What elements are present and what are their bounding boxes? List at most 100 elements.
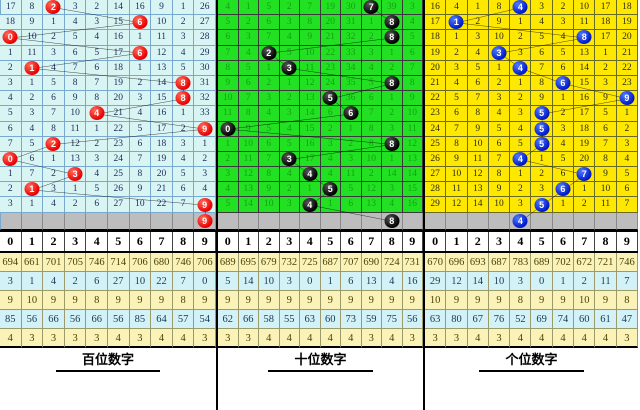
number-cell[interactable]: 11	[467, 151, 489, 168]
number-cell[interactable]: 6	[616, 182, 638, 198]
number-cell[interactable]: 2	[0, 60, 22, 76]
drawn-number-ball[interactable]: 3	[281, 60, 297, 75]
number-cell[interactable]: 9	[194, 197, 216, 213]
digit-header-cell[interactable]: 1	[446, 231, 468, 251]
number-cell[interactable]: 8	[361, 121, 382, 137]
number-cell[interactable]: 6	[218, 30, 239, 46]
number-cell[interactable]: 4	[300, 167, 321, 183]
drawn-number-ball[interactable]: 4	[89, 106, 105, 121]
number-cell[interactable]: 11	[446, 182, 468, 198]
number-cell[interactable]: 6	[467, 75, 489, 92]
number-cell[interactable]: 9	[21, 15, 44, 31]
number-cell[interactable]: 15	[300, 121, 321, 137]
number-cell[interactable]: 12	[446, 197, 468, 213]
number-cell[interactable]: 9	[488, 15, 511, 31]
number-cell[interactable]: 7	[595, 136, 617, 152]
number-cell[interactable]: 3	[446, 60, 468, 76]
number-cell[interactable]: 8	[64, 75, 87, 92]
number-cell[interactable]: 4	[510, 151, 532, 168]
number-cell[interactable]: 4	[43, 60, 65, 76]
number-cell[interactable]: 13	[64, 151, 87, 168]
number-cell[interactable]: 2	[382, 60, 403, 76]
number-cell[interactable]: 8	[402, 75, 423, 92]
number-cell[interactable]: 6	[341, 106, 362, 122]
number-cell[interactable]: 6	[129, 45, 152, 61]
number-cell[interactable]: 12	[151, 45, 173, 61]
number-cell[interactable]: 29	[425, 197, 447, 213]
number-cell[interactable]: 3	[467, 30, 489, 46]
number-cell[interactable]: 4	[172, 151, 195, 168]
drawn-number-ball[interactable]: 0	[2, 151, 18, 166]
number-cell[interactable]: 2	[43, 136, 65, 152]
number-cell[interactable]: 8	[218, 60, 239, 76]
number-cell[interactable]: 1	[43, 151, 65, 168]
number-cell[interactable]: 6	[0, 121, 22, 137]
number-cell[interactable]: 5	[595, 106, 617, 122]
number-cell[interactable]: 10	[488, 197, 511, 213]
number-cell[interactable]: 6	[21, 151, 44, 168]
digit-header-cell[interactable]: 3	[279, 231, 300, 251]
number-cell[interactable]: 4	[616, 151, 638, 168]
number-cell[interactable]: 1	[21, 60, 44, 76]
number-cell[interactable]: 7	[616, 197, 638, 213]
number-cell[interactable]: 18	[574, 121, 596, 137]
number-cell[interactable]: 4	[43, 197, 65, 213]
number-cell[interactable]: 26	[108, 182, 130, 198]
number-cell[interactable]: 5	[86, 182, 108, 198]
number-cell[interactable]: 16	[300, 136, 321, 152]
number-cell[interactable]: 10	[467, 136, 489, 152]
number-cell[interactable]: 5	[467, 60, 489, 76]
number-cell[interactable]: 4	[552, 136, 575, 152]
number-cell[interactable]: 1	[574, 182, 596, 198]
number-cell[interactable]: 2	[43, 167, 65, 183]
digit-header-cell[interactable]: 1	[21, 231, 44, 251]
number-cell[interactable]: 5	[488, 121, 511, 137]
number-cell[interactable]: 6	[446, 106, 468, 122]
number-cell[interactable]: 1	[172, 106, 195, 122]
drawn-number-ball[interactable]: 6	[555, 76, 571, 91]
number-cell[interactable]: 4	[0, 91, 22, 107]
number-cell[interactable]: 5	[616, 167, 638, 183]
number-cell[interactable]: 2	[552, 0, 575, 16]
number-cell[interactable]: 8	[574, 30, 596, 46]
latest-draw-ball[interactable]: 8	[384, 213, 400, 228]
number-cell[interactable]: 11	[238, 151, 259, 168]
number-cell[interactable]: 13	[361, 197, 382, 213]
drawn-number-ball[interactable]: 6	[555, 182, 571, 197]
number-cell[interactable]: 8	[531, 75, 553, 92]
number-cell[interactable]: 1	[129, 30, 152, 46]
number-cell[interactable]: 18	[595, 15, 617, 31]
number-cell[interactable]: 0	[0, 30, 22, 46]
number-cell[interactable]: 4	[446, 75, 468, 92]
number-cell[interactable]: 1	[467, 0, 489, 16]
digit-header-cell[interactable]: 1	[238, 231, 259, 251]
number-cell[interactable]: 1	[510, 75, 532, 92]
number-cell[interactable]: 1	[341, 121, 362, 137]
number-cell[interactable]: 3	[279, 15, 300, 31]
number-cell[interactable]: 3	[382, 121, 403, 137]
number-cell[interactable]: 5	[172, 167, 195, 183]
number-cell[interactable]: 2	[172, 121, 195, 137]
number-cell[interactable]: 20	[320, 15, 341, 31]
number-cell[interactable]: 32	[194, 91, 216, 107]
digit-header-cell[interactable]: 0	[0, 231, 22, 251]
number-cell[interactable]: 5	[238, 60, 259, 76]
number-cell[interactable]: 3	[552, 15, 575, 31]
digit-header-cell[interactable]: 0	[425, 231, 447, 251]
number-cell[interactable]: 2	[341, 136, 362, 152]
drawn-number-ball[interactable]: 0	[220, 121, 236, 136]
number-cell[interactable]: 20	[151, 167, 173, 183]
number-cell[interactable]: 3	[64, 0, 87, 16]
digit-header-cell[interactable]: 2	[43, 231, 65, 251]
number-cell[interactable]: 3	[488, 45, 511, 61]
number-cell[interactable]: 5	[531, 106, 553, 122]
number-cell[interactable]: 23	[108, 136, 130, 152]
number-cell[interactable]: 2	[259, 45, 280, 61]
number-cell[interactable]: 18	[616, 0, 638, 16]
number-cell[interactable]: 12	[238, 167, 259, 183]
number-cell[interactable]: 4	[194, 182, 216, 198]
number-cell[interactable]: 5	[86, 45, 108, 61]
drawn-number-ball[interactable]: 4	[512, 151, 528, 166]
number-cell[interactable]: 5	[320, 91, 341, 107]
number-cell[interactable]: 2	[552, 106, 575, 122]
